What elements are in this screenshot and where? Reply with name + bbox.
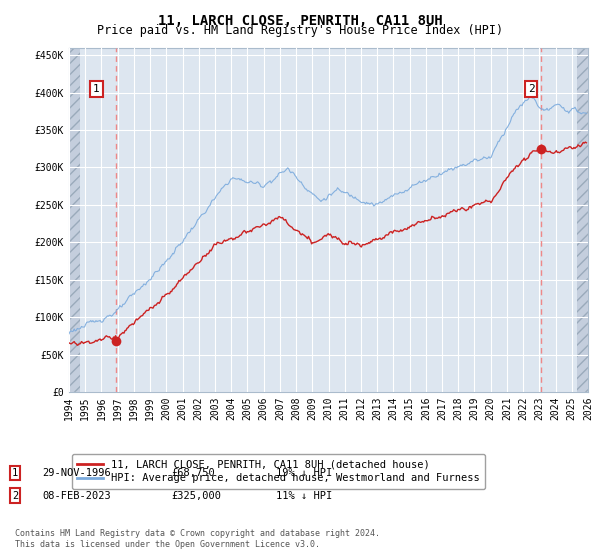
Text: 1: 1	[12, 468, 18, 478]
Text: Price paid vs. HM Land Registry's House Price Index (HPI): Price paid vs. HM Land Registry's House …	[97, 24, 503, 36]
Bar	[577, 48, 588, 392]
Text: 2: 2	[12, 491, 18, 501]
Text: Contains HM Land Registry data © Crown copyright and database right 2024.
This d: Contains HM Land Registry data © Crown c…	[15, 529, 380, 549]
Legend: 11, LARCH CLOSE, PENRITH, CA11 8UH (detached house), HPI: Average price, detache: 11, LARCH CLOSE, PENRITH, CA11 8UH (deta…	[71, 454, 485, 489]
Text: 2: 2	[528, 84, 535, 94]
Text: 1: 1	[93, 84, 100, 94]
Text: £325,000: £325,000	[171, 491, 221, 501]
Text: 08-FEB-2023: 08-FEB-2023	[42, 491, 111, 501]
Text: 11% ↓ HPI: 11% ↓ HPI	[276, 491, 332, 501]
Text: 19% ↓ HPI: 19% ↓ HPI	[276, 468, 332, 478]
Text: 29-NOV-1996: 29-NOV-1996	[42, 468, 111, 478]
Text: 11, LARCH CLOSE, PENRITH, CA11 8UH: 11, LARCH CLOSE, PENRITH, CA11 8UH	[158, 14, 442, 28]
Text: £68,750: £68,750	[171, 468, 215, 478]
Bar	[69, 48, 80, 392]
